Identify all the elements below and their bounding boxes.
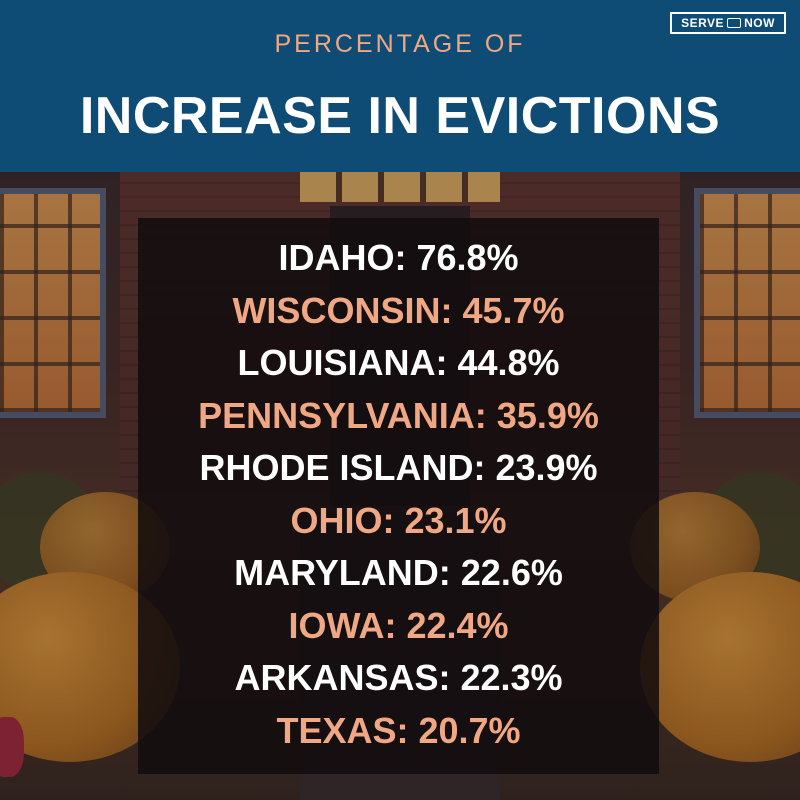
logo-text-left: SERVE <box>681 16 725 30</box>
state-row: LOUISIANA: 44.8% <box>237 342 560 383</box>
stats-panel: IDAHO: 76.8% WISCONSIN: 45.7% LOUISIANA:… <box>138 218 659 774</box>
state-row: ARKANSAS: 22.3% <box>234 657 563 698</box>
page-title: INCREASE IN EVICTIONS <box>79 87 721 145</box>
state-row: PENNSYLVANIA: 35.9% <box>198 394 599 436</box>
state-row: IDAHO: 76.8% <box>278 237 519 278</box>
state-list: IDAHO: 76.8% WISCONSIN: 45.7% LOUISIANA:… <box>138 232 659 757</box>
door-transom-window <box>300 172 500 202</box>
red-flowers <box>0 717 24 777</box>
state-row: WISCONSIN: 45.7% <box>232 289 565 331</box>
state-row: IOWA: 22.4% <box>288 604 509 646</box>
subtitle: PERCENTAGE OF <box>274 30 526 58</box>
state-row: OHIO: 23.1% <box>290 499 507 541</box>
header-banner: PERCENTAGE OF INCREASE IN EVICTIONS SERV… <box>0 0 800 172</box>
state-row: TEXAS: 20.7% <box>276 709 521 751</box>
serve-now-logo: SERVE NOW <box>670 12 786 34</box>
logo-text-right: NOW <box>744 16 775 30</box>
window-left <box>0 188 106 418</box>
window-right <box>694 188 800 418</box>
megaphone-icon <box>727 18 742 28</box>
state-row: MARYLAND: 22.6% <box>234 552 563 593</box>
state-row: RHODE ISLAND: 23.9% <box>199 447 598 488</box>
